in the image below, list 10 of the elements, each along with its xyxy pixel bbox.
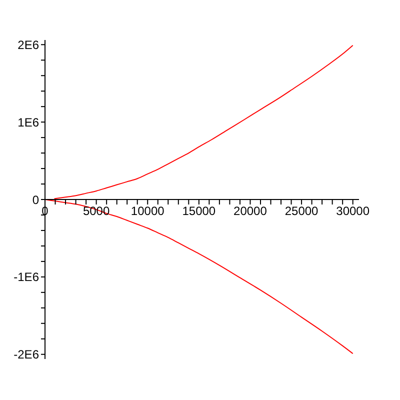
x-tick-label: 10000 — [130, 204, 165, 218]
y-tick-label: 2E6 — [18, 38, 40, 52]
y-tick-label: -2E6 — [14, 348, 40, 362]
y-tick-label: 0 — [32, 192, 40, 207]
y-tick-label: -1E6 — [14, 270, 40, 284]
x-tick-label: 20000 — [234, 204, 268, 218]
y-tick-label: 1E6 — [18, 115, 40, 130]
x-tick-label: 30000 — [336, 204, 370, 218]
x-tick-label: 15000 — [182, 204, 216, 218]
x-tick-label: 25000 — [284, 204, 319, 218]
